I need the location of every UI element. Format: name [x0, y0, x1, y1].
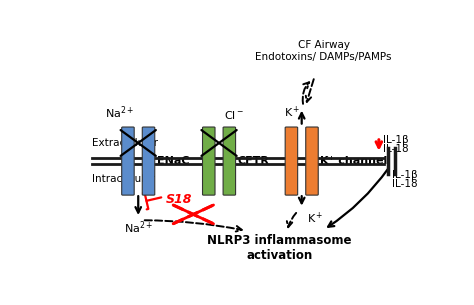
FancyBboxPatch shape	[142, 127, 155, 195]
Text: CF Airway
Endotoxins/ DAMPs/PAMPs: CF Airway Endotoxins/ DAMPs/PAMPs	[255, 40, 392, 62]
Text: Extracellular: Extracellular	[92, 138, 158, 148]
Text: NLRP3 inflammasome
activation: NLRP3 inflammasome activation	[208, 234, 352, 262]
Text: Na$^{2+}$: Na$^{2+}$	[105, 104, 135, 121]
Text: CFTR: CFTR	[237, 156, 269, 166]
FancyBboxPatch shape	[122, 127, 134, 195]
FancyBboxPatch shape	[202, 127, 215, 195]
Text: Cl$^-$: Cl$^-$	[224, 109, 244, 121]
FancyBboxPatch shape	[285, 127, 298, 195]
Text: IL-1β: IL-1β	[392, 170, 417, 180]
Text: IL-18: IL-18	[383, 144, 409, 154]
Text: Intracellular: Intracellular	[92, 174, 155, 184]
Text: S18: S18	[166, 193, 192, 206]
Text: K$^+$: K$^+$	[284, 104, 301, 120]
Text: ENaC: ENaC	[156, 156, 189, 166]
Text: IL-18: IL-18	[392, 179, 417, 189]
Text: K⁺ channel: K⁺ channel	[320, 156, 387, 166]
Text: IL-1β: IL-1β	[383, 135, 409, 145]
Text: K$^+$: K$^+$	[307, 210, 324, 226]
FancyBboxPatch shape	[306, 127, 318, 195]
FancyBboxPatch shape	[223, 127, 236, 195]
Text: Na$^{2+}$: Na$^{2+}$	[124, 219, 153, 236]
